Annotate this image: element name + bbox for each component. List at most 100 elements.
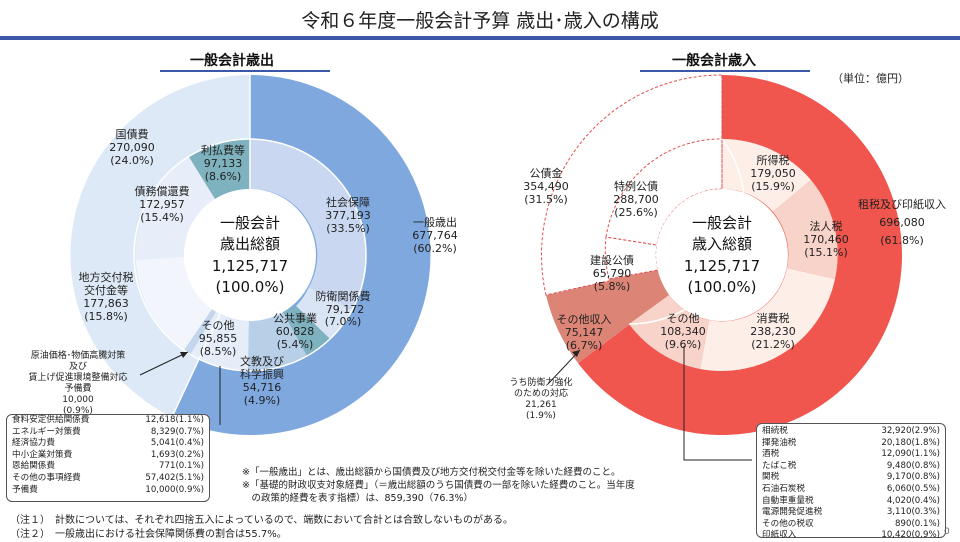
rev-other-connector [683, 346, 752, 461]
pct-other-income: (6.7%) [566, 339, 603, 352]
exp-center [184, 189, 316, 321]
other-row: 中小企業対策費 1,693 (0.2%) [7, 450, 209, 462]
pct-consumption-tax: (21.2%) [751, 338, 795, 351]
row-label: 自動車重量税 [762, 495, 814, 506]
val-tax-total: 696,080 [879, 216, 925, 229]
row-value: 10,420 [881, 530, 912, 541]
revenue-heading: 一般会計歳入 [672, 53, 756, 69]
rev-income-tax [722, 138, 811, 212]
val-general-exp: 677,764 [412, 229, 458, 242]
row-label: その他の税収 [762, 518, 814, 529]
row-value: 890 [895, 518, 912, 529]
tax-row: 相続税 32,920 (2.9%) [757, 426, 945, 438]
lbl-interest: 利払費等 [201, 143, 245, 157]
row-label: 酒税 [762, 449, 780, 460]
lbl-tax-total: 租税及び印紙収入 [858, 197, 946, 211]
pct-defense-callout: (1.9%) [526, 411, 556, 421]
lbl-reserve-1: 原油価格･物価高騰対策 [31, 349, 126, 361]
pct-tax-total: (61.8%) [880, 234, 924, 247]
tax-row: 石油石炭税 6,060 (0.5%) [757, 484, 945, 496]
note-line: ※「基礎的財政収支対象経費」（＝歳出総額のうち国債費の一部を除いた経費のこと。当… [242, 480, 635, 491]
val-deficit-bonds: 288,700 [613, 193, 659, 206]
row-label: 電源開発促進税 [762, 507, 823, 518]
tax-row: その他の税収 890 (0.1%) [757, 519, 945, 531]
lbl-corporate-tax: 法人税 [810, 219, 843, 233]
pct-local-allocation: (15.8%) [84, 310, 128, 323]
lbl-reserve-3: 賃上げ促進環境整備対応 [28, 371, 127, 383]
row-label: 石油石炭税 [762, 483, 805, 494]
revenue-heading-underline [640, 70, 810, 72]
row-label: 揮発油税 [762, 437, 797, 448]
rev-corporate-tax [773, 180, 838, 279]
pct-rev-other: (9.6%) [665, 338, 702, 351]
exp-other [190, 312, 249, 371]
rev-defense-arrowhead [572, 350, 580, 357]
other-row: 恩給関係費 771 (0.1%) [7, 461, 209, 473]
pct-income-tax: (15.9%) [751, 180, 795, 193]
val-consumption-tax: 238,230 [750, 325, 796, 338]
lbl-construction-bonds: 建設公債 [590, 253, 634, 267]
pct-reserve: (0.9%) [63, 406, 93, 416]
val-reserve: 10,000 [62, 395, 94, 405]
rev-center-line2: 歳入総額 [692, 235, 752, 253]
val-defense: 79,172 [326, 303, 365, 316]
rev-center-line4: (100.0%) [688, 278, 757, 296]
row-pct: (0.9%) [911, 530, 940, 541]
expenditure-donut [70, 74, 431, 435]
lbl-defense: 防衛関係費 [316, 289, 371, 303]
row-pct: (5.1%) [175, 472, 204, 483]
exp-local-allocation [136, 257, 212, 350]
row-label: 予備費 [12, 484, 38, 495]
row-pct: (0.2%) [175, 449, 204, 460]
lbl-debt-redemption: 債務償還費 [135, 184, 190, 198]
expenditure-heading-underline [160, 70, 330, 72]
exp-education [248, 312, 307, 372]
row-value: 5,041 [150, 438, 176, 449]
row-value: 12,618 [145, 415, 176, 425]
row-value: 20,180 [881, 437, 912, 448]
pct-corporate-tax: (15.1%) [804, 246, 848, 259]
lbl-national-debt: 国債費 [116, 127, 149, 141]
val-income-tax: 179,050 [750, 167, 796, 180]
val-rev-other: 108,340 [660, 325, 706, 338]
val-social-security: 377,193 [325, 209, 371, 222]
exp-debt-redemption [135, 157, 215, 260]
lbl-local-allocation: 地方交付税 [79, 270, 134, 284]
other-row: 食料安定供給関係費 12,618 (1.1%) [7, 415, 209, 427]
row-label: その他の事項経費 [12, 472, 81, 483]
revenue-donut [541, 74, 903, 461]
pct-general-exp: (60.2%) [413, 242, 457, 255]
pct-deficit-bonds: (25.6%) [614, 206, 658, 219]
lbl-income-tax: 所得税 [757, 153, 790, 167]
pct-bonds: (31.5%) [524, 193, 568, 206]
exp-center-line2: 歳出総額 [220, 235, 280, 253]
row-pct: (0.8%) [911, 472, 940, 483]
rev-deficit-bonds [605, 138, 723, 246]
val-bonds: 354,490 [523, 180, 569, 193]
rev-center-text: 一般会計 歳入総額 1,125,717 (100.0%) [684, 214, 760, 296]
lbl-defense-callout-1: うち防衛力強化 [509, 376, 572, 388]
row-pct: (0.9%) [175, 484, 204, 495]
tax-row: 電源開発促進税 3,110 (0.3%) [757, 507, 945, 519]
pct-public-works: (5.4%) [277, 338, 314, 351]
exp-center-line4: (100.0%) [216, 278, 285, 296]
definition-notes: ※「一般歳出」とは、歳出総額から国債費及び地方交付税交付金等を除いた経費のこと。… [242, 466, 635, 505]
tax-row: 揮発油税 20,180 (1.8%) [757, 438, 945, 450]
exp-center-text: 一般会計 歳出総額 1,125,717 (100.0%) [212, 214, 288, 296]
row-value: 12,090 [881, 449, 912, 460]
exp-reserve-arrowhead [180, 352, 188, 358]
lbl-local-allocation-2: 交付金等 [84, 283, 128, 297]
expenditure-heading: 一般会計歳出 [190, 53, 274, 69]
row-pct: (0.1%) [911, 518, 940, 529]
val-interest: 97,133 [204, 157, 243, 170]
exp-center-line1: 一般会計 [220, 214, 280, 232]
row-pct: (1.8%) [911, 437, 940, 448]
rev-other-tax [629, 295, 709, 369]
pct-debt-redemption: (15.4%) [140, 211, 184, 224]
row-value: 9,170 [886, 472, 912, 483]
other-row: その他の事項経費 57,402 (5.1%) [7, 473, 209, 485]
row-label: 恩給関係費 [12, 461, 55, 472]
row-pct: (0.8%) [911, 460, 940, 471]
lbl-deficit-bonds: 特例公債 [614, 179, 658, 193]
